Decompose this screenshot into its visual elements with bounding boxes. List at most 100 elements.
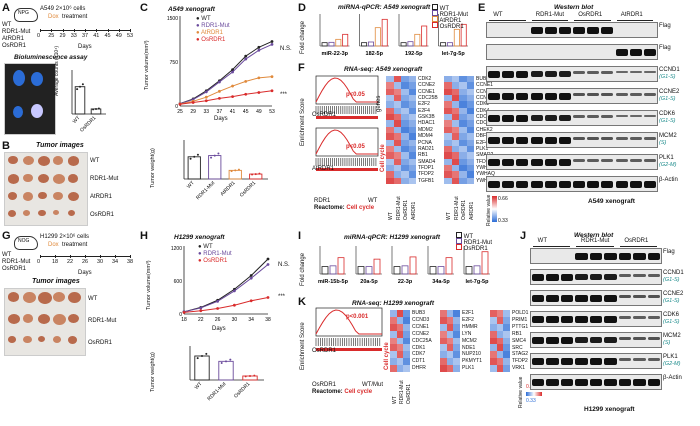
- bar-dot: [196, 357, 199, 360]
- bar-OsRDR1: [373, 258, 381, 275]
- blot-band: [488, 115, 501, 122]
- heat-cell: [453, 323, 460, 331]
- heat-cell: [390, 344, 397, 352]
- blot-band: [615, 71, 628, 74]
- heat-xlabel: OsRDR1: [406, 383, 412, 404]
- heat-cell: [503, 323, 510, 331]
- gsea-rank-bar: [316, 116, 378, 119]
- x-tick-label: 49: [256, 109, 262, 115]
- blot-band: [587, 159, 600, 162]
- timeline-day: 37: [82, 33, 89, 39]
- gene-label: SMAD2: [476, 152, 494, 159]
- f-p1: p<0.05: [346, 92, 365, 98]
- heat-cell: [408, 145, 416, 153]
- blot-band: [516, 93, 529, 100]
- heat-cell: [459, 145, 467, 153]
- bar-dot: [205, 352, 208, 355]
- heat-cell: [446, 358, 454, 366]
- blot-phase: (G1-S): [663, 277, 680, 283]
- blot-band: [573, 181, 586, 188]
- x-tick-label: 26: [215, 317, 221, 323]
- heat-cell: [393, 107, 401, 115]
- blot-col-bar: [489, 20, 526, 21]
- blot-label: CCND1: [659, 67, 680, 73]
- h-legend-os: ● OsRDR1: [198, 258, 228, 264]
- f-lbl2: AtRDR1: [312, 166, 335, 172]
- blot-band: [546, 337, 559, 344]
- x-tick-label: 41: [230, 109, 236, 115]
- heat-cell: [466, 139, 474, 146]
- k-ylabel: Enrichment Score: [300, 322, 306, 370]
- heat-cell: [386, 177, 394, 184]
- blot-band: [544, 181, 557, 188]
- gene-label: CCNE1: [476, 82, 493, 89]
- heat-cell: [408, 133, 416, 140]
- gene-label: YWHAB: [476, 165, 494, 171]
- heat-cell: [446, 316, 454, 324]
- tumor: [38, 174, 49, 184]
- h-ylabel: Tumor volume(mm³): [146, 260, 152, 310]
- blot-band: [589, 316, 603, 323]
- blot-band: [629, 71, 642, 74]
- heat-cell: [503, 337, 510, 345]
- f-scale-hi: 0.66: [498, 196, 508, 202]
- heat-cell: [401, 82, 409, 89]
- heat-cell: [403, 316, 410, 324]
- blot-band: [618, 253, 632, 260]
- tumor: [38, 292, 52, 304]
- heat-cell: [408, 76, 416, 83]
- tumor: [8, 210, 16, 217]
- heat-cell: [490, 358, 497, 366]
- tumor: [68, 174, 79, 183]
- bar-OsRDR1: [409, 256, 417, 275]
- gene-label: BUB3: [476, 76, 490, 82]
- heat-cell: [451, 95, 459, 102]
- tumor: [8, 192, 18, 200]
- heat-cell: [446, 330, 454, 338]
- gene-label: E2F2: [418, 101, 430, 108]
- heat-cell: [451, 164, 459, 172]
- heat-cell: [401, 139, 409, 146]
- gene-label: HMMR: [462, 323, 478, 330]
- d-ylabel: Fold change: [300, 20, 306, 54]
- group-label: 20a-5p: [360, 279, 378, 285]
- group-wt: WT: [2, 22, 12, 28]
- x-tick-label: 22: [198, 317, 204, 323]
- heat-cell: [444, 88, 452, 96]
- blot-band: [575, 358, 588, 365]
- blot-band: [573, 27, 586, 34]
- heat-cell: [496, 330, 504, 338]
- timeline-day: 49: [115, 33, 122, 39]
- blot-band: [516, 137, 529, 144]
- series-point: [218, 80, 221, 84]
- group-label: miR-15b-5p: [318, 279, 349, 285]
- panel-label-a: A: [2, 2, 10, 14]
- heat-cell: [396, 337, 404, 345]
- blot-band: [604, 358, 617, 365]
- h-legend-wt: ● WT: [198, 244, 213, 250]
- g-strain: NOG: [18, 238, 30, 244]
- c-ns: N.S.: [280, 46, 292, 52]
- blot-col-bar: [574, 20, 611, 21]
- heat-cell: [453, 330, 460, 338]
- heat-cell: [393, 139, 401, 146]
- bar-AtRDR1: [414, 33, 421, 47]
- tumor-row-at: AtRDR1: [90, 194, 113, 200]
- heat-cell: [401, 133, 409, 140]
- heat-cell: [386, 88, 394, 96]
- blot-band: [647, 316, 660, 319]
- heat-cell: [390, 323, 397, 331]
- tumor: [8, 174, 20, 184]
- tumor: [23, 156, 34, 166]
- gsea-rank-bar: [316, 348, 382, 351]
- blot-band: [558, 27, 571, 34]
- gsea-frame: [315, 75, 379, 105]
- tumor: [38, 192, 47, 200]
- gene-label: CDC25B: [418, 95, 438, 102]
- heat-xlabel: WT: [392, 396, 398, 404]
- heat-cell: [466, 107, 474, 115]
- heat-cell: [459, 139, 467, 146]
- heat-cell: [444, 114, 452, 121]
- timeline-day: 0: [37, 33, 41, 39]
- heat-cell: [408, 82, 416, 89]
